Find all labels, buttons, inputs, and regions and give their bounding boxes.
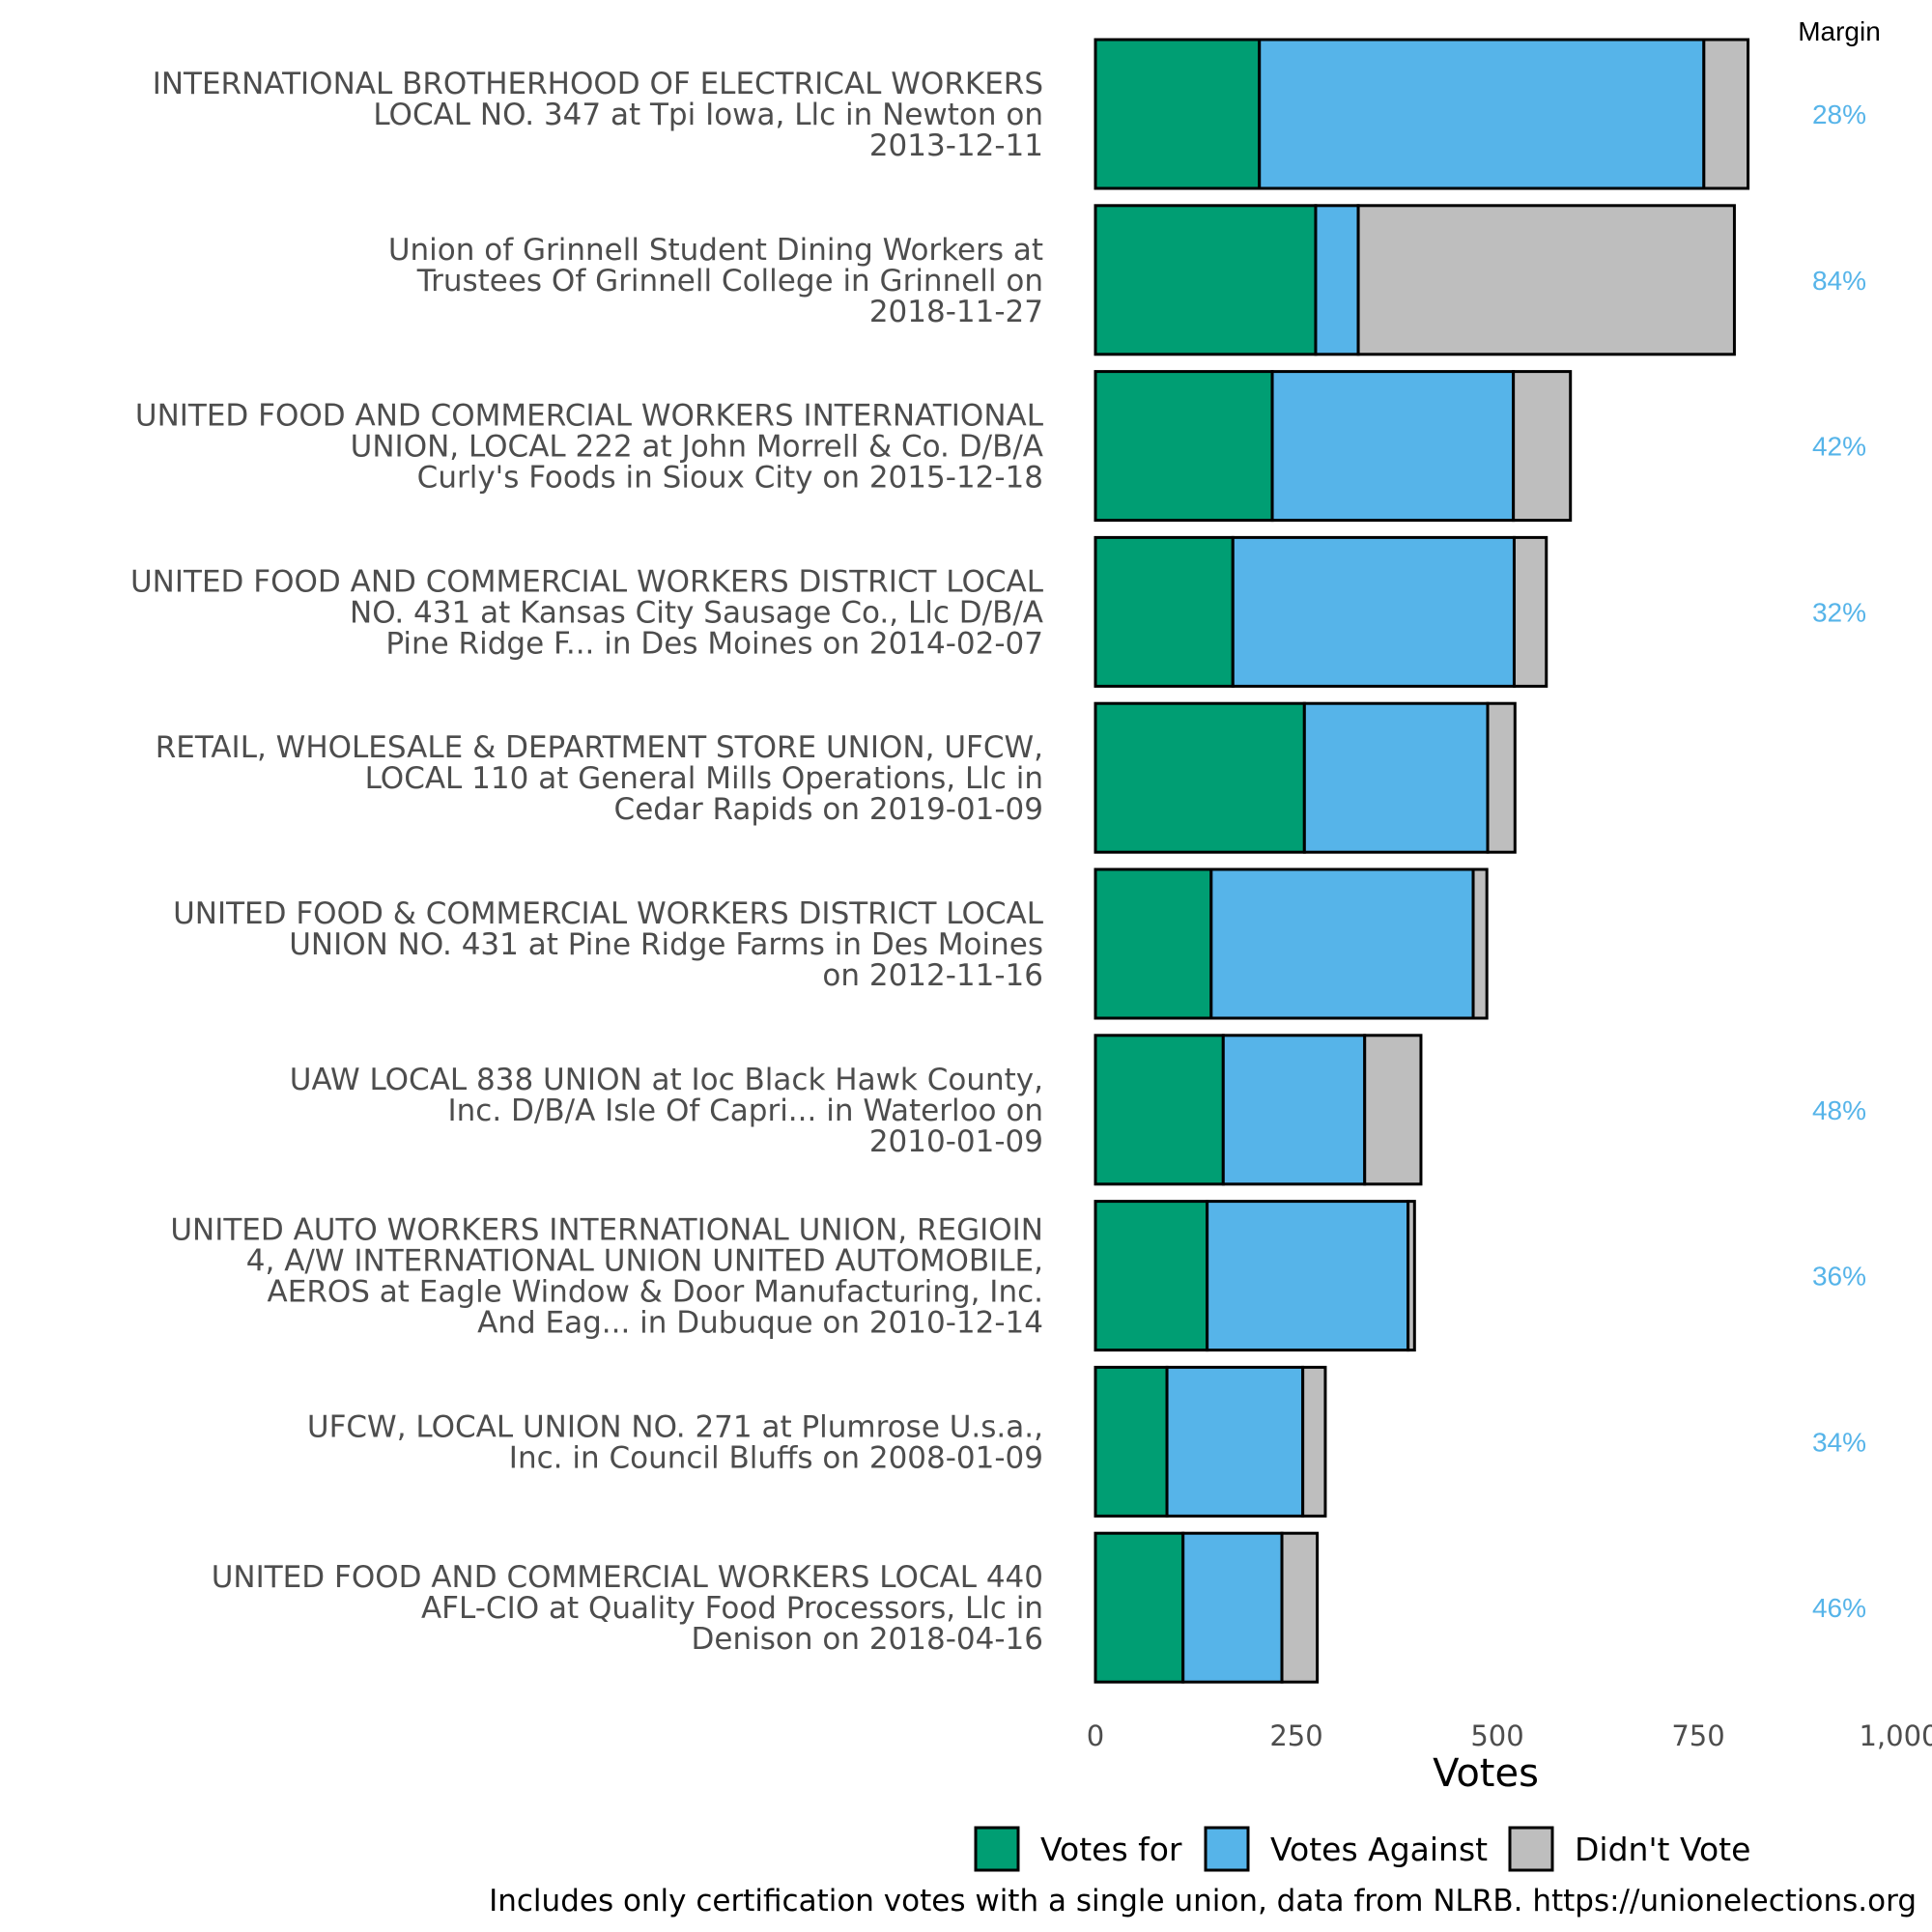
category-labels: INTERNATIONAL BROTHERHOOD OF ELECTRICAL … (130, 67, 1044, 1657)
margin-label: 46% (1812, 1593, 1866, 1623)
bar-segment (1280, 1531, 1320, 1684)
bar-segment (1165, 1365, 1305, 1518)
x-tick-label: 1,000 (1859, 1719, 1932, 1752)
category-label: UNITED FOOD AND COMMERCIAL WORKERS INTER… (135, 399, 1044, 496)
bar-segment (1471, 867, 1489, 1020)
bar-segment (1302, 701, 1490, 854)
bar-segment (1206, 1200, 1410, 1352)
bar-segment (1270, 370, 1516, 523)
category-label: RETAIL, WHOLESALE & DEPARTMENT STORE UNI… (156, 730, 1043, 827)
bar-segment (1094, 1034, 1225, 1186)
margin-label: 84% (1812, 266, 1866, 296)
legend-key (1508, 1826, 1554, 1872)
margin-label: 28% (1812, 99, 1866, 129)
bar-segment (1356, 204, 1736, 356)
bar-segment (1209, 867, 1475, 1020)
caption: Includes only certification votes with a… (489, 1884, 1917, 1918)
bar-segment (1231, 535, 1516, 688)
legend-key (1204, 1826, 1250, 1872)
bar-segment (1301, 1365, 1327, 1518)
bar-segment (1094, 1200, 1209, 1352)
bar-segment (1094, 204, 1318, 356)
legend-label: Votes for (1040, 1831, 1182, 1868)
bar-segment (1094, 370, 1274, 523)
category-label: UNITED AUTO WORKERS INTERNATIONAL UNION,… (170, 1213, 1043, 1341)
x-axis-title: Votes (1433, 1751, 1539, 1796)
bar-segment (1486, 701, 1517, 854)
legend-label: Votes Against (1270, 1831, 1488, 1868)
bar-segment (1094, 1531, 1185, 1684)
legend-key (974, 1826, 1020, 1872)
margin-labels: Margin 28% 84% 42% 32% 48% 36% 34% 46% (1798, 16, 1881, 1623)
bar-segment (1512, 535, 1548, 688)
bar-segment (1406, 1200, 1416, 1352)
bar-segment (1314, 204, 1360, 356)
bar-segment (1094, 1365, 1169, 1518)
bar-segment (1363, 1034, 1423, 1186)
bars-layer (1094, 38, 1750, 1684)
bar-segment (1702, 38, 1750, 190)
category-label: UNITED FOOD AND COMMERCIAL WORKERS DISTR… (130, 564, 1044, 661)
bar-segment (1094, 38, 1262, 190)
bar-segment (1258, 38, 1706, 190)
margin-label: 48% (1812, 1095, 1866, 1125)
margin-label: 36% (1812, 1262, 1866, 1292)
category-label: Union of Grinnell Student Dining Workers… (388, 233, 1043, 329)
bar-segment (1181, 1531, 1284, 1684)
category-label: UAW LOCAL 838 UNION at Ioc Black Hawk Co… (290, 1063, 1043, 1159)
category-label: UFCW, LOCAL UNION NO. 271 at Plumrose U.… (307, 1409, 1043, 1475)
category-label: UNITED FOOD & COMMERCIAL WORKERS DISTRIC… (173, 896, 1044, 993)
category-label: INTERNATIONAL BROTHERHOOD OF ELECTRICAL … (153, 67, 1043, 163)
bar-segment (1512, 370, 1573, 523)
legend: Votes for Votes Against Didn't Vote (974, 1826, 1750, 1872)
margin-label: 42% (1812, 432, 1866, 462)
bar-segment (1094, 535, 1235, 688)
legend-label: Didn't Vote (1575, 1831, 1750, 1868)
bar-segment (1094, 867, 1213, 1020)
margin-header: Margin (1798, 16, 1881, 46)
bar-segment (1221, 1034, 1367, 1186)
margin-label: 32% (1812, 597, 1866, 627)
bar-segment (1094, 701, 1306, 854)
x-tick-label: 500 (1470, 1719, 1523, 1752)
x-tick-label: 750 (1671, 1719, 1724, 1752)
margin-label: 34% (1812, 1427, 1866, 1457)
x-tick-label: 250 (1269, 1719, 1322, 1752)
x-tick-label: 0 (1087, 1719, 1104, 1752)
x-axis: Votes 0 250 500 750 1,000 (1087, 1719, 1932, 1796)
category-label: UNITED FOOD AND COMMERCIAL WORKERS LOCAL… (212, 1560, 1043, 1657)
